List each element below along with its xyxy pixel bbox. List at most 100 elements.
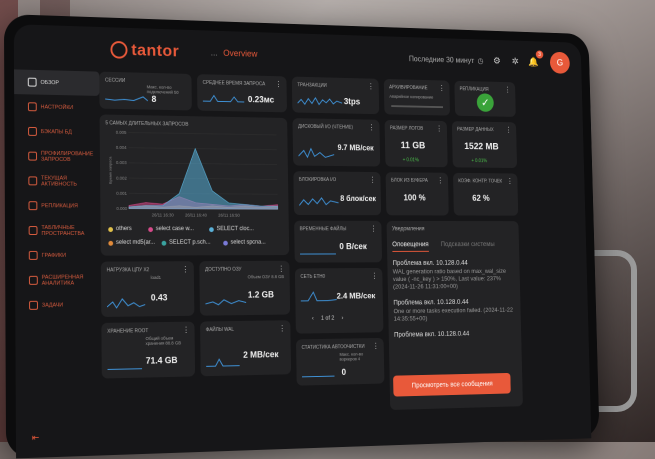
notification-item[interactable]: Проблема вкл. 10.128.0.44 [394,330,516,340]
chevron-right-icon[interactable]: › [341,316,343,322]
more-icon[interactable]: ⋮ [504,86,511,94]
autovacuum-sparkline [302,371,335,379]
archiving-card: Архивирование ⋮ Аварийное копирование [384,79,450,116]
legend-item[interactable]: select md5(ar... [108,240,155,246]
sidebar-item[interactable]: Расширенная аналитика [15,268,101,293]
sidebar-item[interactable]: Текущая активность [15,168,101,193]
sidebar-item[interactable]: Графики [15,243,101,268]
more-icon[interactable]: ⋮ [278,265,285,274]
check-icon: ✓ [477,93,494,112]
replication-card: Репликация ⋮ ✓ [454,81,515,117]
more-icon[interactable]: ⋮ [506,177,513,185]
notification-item[interactable]: Проблема вкл. 10.128.0.44 WAL generation … [393,260,515,292]
ram-sparkline [205,294,246,310]
y-tick-label: 0.003 [116,160,127,165]
legend-item[interactable]: select case w... [148,226,194,232]
more-icon[interactable]: ⋮ [279,324,286,333]
x-tick-label: 26/11 16:50 [218,213,240,218]
more-icon[interactable]: ⋮ [372,342,379,351]
charts-icon [29,251,38,260]
legend-item[interactable]: others [108,226,132,232]
overview-icon [28,78,37,87]
logo[interactable]: tantor [110,40,179,61]
network-card: Сеть eth0 ⋮ 2.4 MB/сек ‹ 1 of 2 › [295,268,384,334]
more-icon[interactable]: ⋮ [438,84,445,92]
y-tick-label: 0.000 [116,206,127,211]
more-icon[interactable]: ⋮ [275,80,282,89]
more-icon[interactable]: ⋮ [368,123,375,132]
y-tick-label: 0.005 [116,130,127,135]
grid-line [129,163,277,165]
sidebar-item-label: Настройки [41,104,74,111]
more-icon[interactable]: ⋮ [505,126,512,134]
dashboard-screen: tantor ... Overview Последние 30 минут ◷ … [14,24,592,458]
collapse-sidebar-icon[interactable]: ⇤ [32,432,40,443]
legend-item[interactable]: SELECT p.sch... [162,240,211,246]
wal-card: Файлы WAL ⋮ 2 MB/сек [200,320,291,376]
backup-icon [28,127,37,136]
view-all-messages-button[interactable]: Просмотреть все сообщения [393,373,511,397]
gear-icon[interactable]: ⚙ [492,55,502,66]
network-pager: ‹ 1 of 2 › [312,316,343,322]
slow-queries-chart: 0.0000.0010.0020.0030.0040.00526/11 16:3… [105,128,283,224]
tab-alerts[interactable]: Оповещения [392,242,429,252]
more-icon[interactable]: ⋮ [182,265,190,274]
sessions-card: Сессии Макс. кол-во подключений 50 8 [99,72,192,111]
chevron-left-icon[interactable]: ‹ [312,316,314,322]
y-tick-label: 0.004 [116,145,127,150]
sidebar-item-label: Табличные пространства [41,225,94,237]
notification-badge: 3 [536,50,544,58]
bell-icon[interactable]: 🔔 3 [528,56,538,67]
wal-sparkline [206,356,240,370]
more-icon[interactable]: ⋮ [371,272,378,281]
time-range-selector[interactable]: Последние 30 минут ◷ [409,54,484,64]
root-storage-card: Хранение root ⋮ Общий объем хранения 88.8… [101,322,195,379]
breadcrumb[interactable]: ... [211,48,218,58]
sidebar-item[interactable]: Задачи [15,292,101,318]
more-icon[interactable]: ⋮ [437,176,444,184]
sidebar-item[interactable]: Бэкапы БД [14,119,100,145]
sidebar: Обзор Настройки Бэкапы БД Профилирование за… [14,69,102,458]
legend-item[interactable]: select spcna... [223,240,266,246]
cpu-card: Нагрузка ЦПУ x2 ⋮ load1 0.43 [101,261,195,317]
avg-query-sparkline [203,93,244,105]
avatar[interactable]: G [550,52,570,74]
tab-hints[interactable]: Подсказки системы [441,241,495,251]
sidebar-item-label: Бэкапы БД [41,129,72,135]
clock-icon: ◷ [477,56,483,64]
more-icon[interactable]: ⋮ [367,82,374,91]
avg-query-card: Среднее время запроса ⋮ 0.23мс [197,74,287,112]
legend-item[interactable]: SELECT cloc... [209,226,254,232]
slow-queries-card: 5 самых длительных запросов 0.000 0.001 0.… [100,114,290,255]
buffer-hit-card: Блок из буфера ⋮ 100 % [386,172,449,215]
more-icon[interactable]: ⋮ [182,326,190,335]
grid-line [128,148,276,150]
sidebar-item[interactable]: Настройки [14,94,99,120]
sidebar-item[interactable]: Репликация [15,193,101,218]
logo-icon [110,41,127,59]
autovacuum-card: Статистика автоочистки ⋮ Макс. кол-во вор… [296,338,384,386]
tablet-device: tantor ... Overview Последние 30 минут ◷ … [4,14,600,459]
temp-files-sparkline [300,249,336,257]
notification-item[interactable]: Проблема вкл. 10.128.0.44 One or more tas… [393,299,515,324]
archiving-bar [391,105,443,108]
more-icon[interactable]: ⋮ [369,176,376,185]
y-tick-label: 0.002 [116,175,127,180]
activity-icon [28,176,37,185]
root-sparkline [107,364,142,373]
cpu-sparkline [107,293,145,311]
sidebar-item-label: Графики [42,252,67,258]
y-tick-label: 0.001 [116,191,127,196]
more-icon[interactable]: ⋮ [436,125,443,133]
checkpoint-card: Коэф. контр. точек ⋮ 62 % [453,173,518,216]
more-icon[interactable]: ⋮ [370,225,377,233]
sidebar-item[interactable]: Табличные пространства [15,218,101,243]
sidebar-item[interactable]: Профилирование запросов [14,144,100,170]
sidebar-item-label: Обзор [40,79,59,85]
replication-icon [28,201,37,210]
tasks-icon [29,301,38,310]
sidebar-item-label: Текущая активность [41,175,94,187]
sessions-sparkline [105,93,148,104]
sidebar-item[interactable]: Обзор [14,69,99,96]
cluster-icon[interactable]: ✲ [510,56,520,67]
